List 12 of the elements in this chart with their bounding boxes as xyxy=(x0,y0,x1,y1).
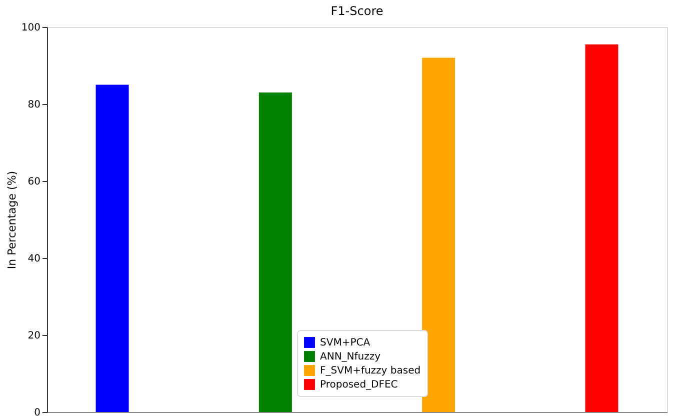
y-axis-title: In Percentage (%) xyxy=(5,170,18,270)
y-tick-label: 40 xyxy=(28,254,40,264)
y-tick-label: 20 xyxy=(28,330,40,342)
y-tick-label: 60 xyxy=(28,176,40,188)
legend-label: SVM+PCA xyxy=(320,338,370,348)
chart-title: F1-Score xyxy=(330,4,384,18)
legend-label: Proposed_DFEC xyxy=(320,380,398,390)
y-tick-label: 100 xyxy=(21,22,40,34)
legend-label: F_SVM+fuzzy based xyxy=(320,366,421,376)
y-tick-label: 80 xyxy=(28,100,40,110)
y-tick-label: 0 xyxy=(34,408,40,418)
legend-label: ANN_Nfuzzy xyxy=(320,352,381,362)
